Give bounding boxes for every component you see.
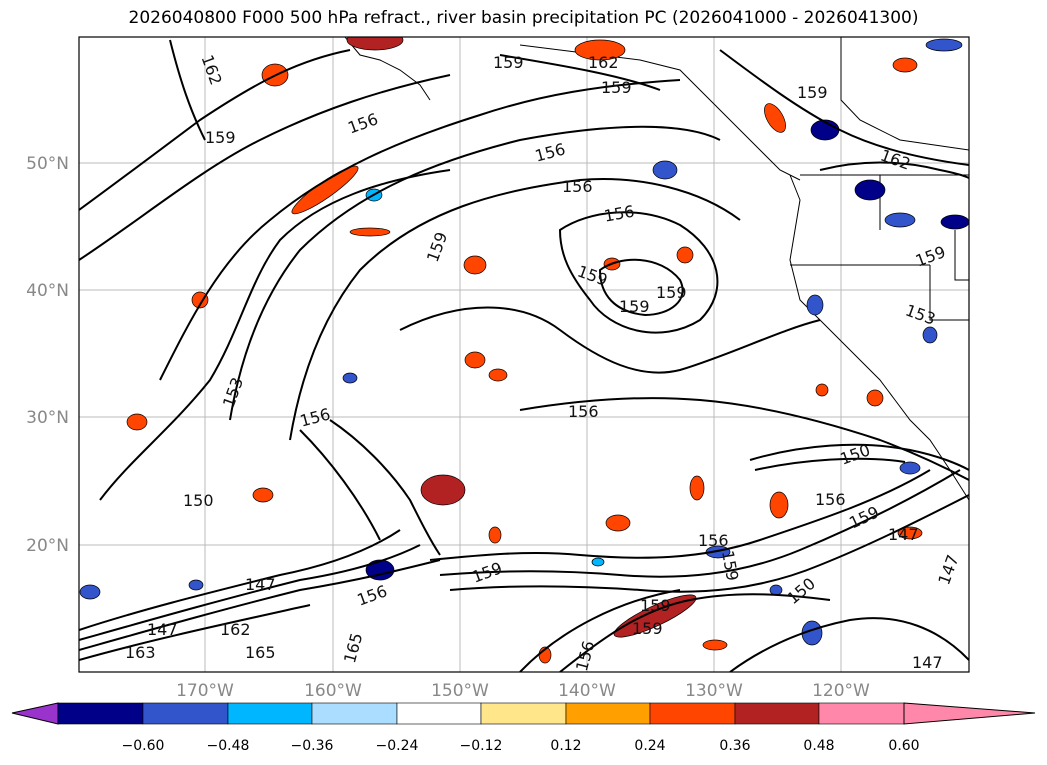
lat-label: 20°N	[26, 536, 69, 556]
colorbar-min-extension	[11, 702, 59, 725]
contour-label: 147	[888, 525, 919, 544]
contour-label: 150	[183, 491, 214, 510]
colorbar-tick-label: 0.60	[888, 738, 919, 754]
colorbar-tick-label: −0.60	[122, 738, 165, 754]
lon-label: 130°W	[685, 681, 743, 701]
colorbar-segment	[396, 702, 482, 725]
colorbar-tick-label: 0.36	[719, 738, 750, 754]
contour-label: 156	[568, 402, 599, 421]
contour-label: 156	[815, 490, 846, 509]
colorbar-segment	[142, 702, 229, 725]
contour-label: 156	[562, 177, 593, 196]
contour-label: 162	[588, 53, 619, 72]
lat-label: 50°N	[26, 154, 69, 174]
contour-label: 159	[656, 283, 687, 302]
lat-label: 30°N	[26, 408, 69, 428]
gridlines	[79, 37, 969, 672]
map-frame	[78, 36, 970, 673]
contour-label: 147	[245, 575, 276, 594]
contour-label: 165	[245, 643, 276, 662]
colorbar-segment	[565, 702, 651, 725]
contour-label: 159	[640, 596, 671, 615]
contour-label: 159	[493, 53, 524, 72]
contour-label: 163	[125, 643, 156, 662]
colorbar-segment	[227, 702, 313, 725]
latitude-labels: 50°N 40°N 30°N 20°N	[26, 154, 69, 556]
contour-label: 147	[147, 620, 178, 639]
coastlines	[344, 37, 969, 501]
colorbar-tick-label: 0.48	[803, 738, 834, 754]
colorbar-tick-label: −0.12	[460, 738, 503, 754]
contour-label: 156	[698, 531, 729, 550]
lon-label: 120°W	[812, 681, 870, 701]
colorbar-tick-label: −0.24	[376, 738, 419, 754]
lon-label: 170°W	[176, 681, 234, 701]
colorbar-max-extension	[903, 702, 1036, 725]
lon-label: 160°W	[304, 681, 362, 701]
lat-label: 40°N	[26, 281, 69, 301]
colorbar-segment	[649, 702, 736, 725]
colorbar: −0.60 −0.48 −0.36 −0.24 −0.12 0.12 0.24 …	[11, 702, 1036, 754]
lon-label: 140°W	[558, 681, 616, 701]
colorbar-tick-label: 0.12	[550, 738, 581, 754]
colorbar-tick-labels: −0.60 −0.48 −0.36 −0.24 −0.12 0.12 0.24 …	[122, 738, 920, 754]
refractivity-contours	[79, 39, 969, 672]
colorbar-segment	[57, 702, 144, 725]
colorbar-tick-label: −0.48	[207, 738, 250, 754]
colorbar-segment	[311, 702, 398, 725]
map-title: 2026040800 F000 500 hPa refract., river …	[128, 8, 919, 28]
colorbar-segment	[818, 702, 905, 725]
contour-label: 159	[619, 297, 650, 316]
contour-label: 159	[205, 128, 236, 147]
lon-label: 150°W	[431, 681, 489, 701]
colorbar-segment	[480, 702, 567, 725]
contour-label: 147	[912, 653, 943, 672]
contour-label: 162	[220, 620, 251, 639]
colorbar-tick-label: −0.36	[291, 738, 334, 754]
precip-patches	[79, 37, 969, 664]
longitude-labels: 170°W 160°W 150°W 140°W 130°W 120°W	[176, 681, 870, 701]
contour-label: 159	[601, 78, 632, 97]
map-panel	[79, 37, 969, 672]
colorbar-tick-label: 0.24	[634, 738, 665, 754]
contour-label: 159	[797, 83, 828, 102]
contour-label: 159	[632, 619, 663, 638]
colorbar-segment	[734, 702, 820, 725]
